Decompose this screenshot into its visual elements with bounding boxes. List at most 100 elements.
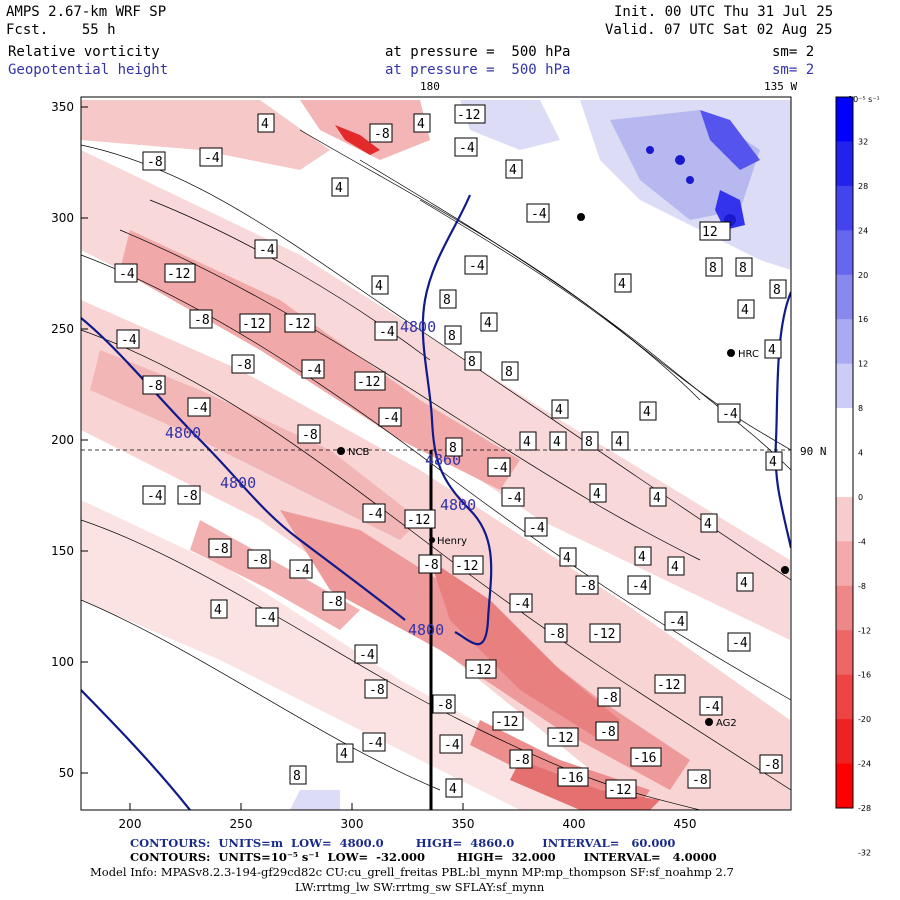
vort-label: -8: [142, 151, 166, 171]
station-marker: [577, 213, 585, 221]
svg-text:-4: -4: [704, 700, 720, 715]
vort-label: -8: [687, 769, 711, 789]
svg-text:-16: -16: [633, 751, 656, 766]
svg-text:-8: -8: [549, 627, 565, 642]
colorbar-tick-label: 12: [858, 360, 868, 369]
height-label: 4800: [440, 496, 476, 514]
colorbar-tick-label: 32: [858, 137, 868, 146]
svg-text:-8: -8: [147, 155, 163, 170]
lat-label-90n: 90 N: [800, 445, 827, 458]
colorbar-unit: 10⁻⁵ s⁻¹: [848, 95, 880, 104]
vort-label: -4: [699, 696, 723, 716]
vort-label: -8: [247, 549, 271, 569]
vort-label: -4: [627, 575, 651, 595]
vort-label: -4: [464, 255, 488, 275]
svg-text:4: 4: [214, 603, 222, 618]
vort-label: 4: [667, 556, 685, 576]
height-contours: [81, 194, 791, 810]
svg-text:4: 4: [653, 491, 661, 506]
svg-text:8: 8: [448, 329, 456, 344]
vort-label: 8: [581, 431, 599, 451]
vort-label: -4: [199, 147, 223, 167]
vort-label: -4: [524, 517, 548, 537]
vort-label: -12: [465, 659, 497, 679]
colorbar-segment: [836, 319, 853, 365]
y-tick-label: 100: [51, 655, 74, 669]
x-tick-label: 300: [341, 817, 364, 831]
colorbar-tick-label: 0: [858, 493, 863, 502]
vort-label: -4: [439, 734, 463, 754]
svg-text:4: 4: [563, 551, 571, 566]
vort-label: -16: [557, 767, 589, 787]
colorbar-tick-label: -12: [858, 626, 871, 635]
y-tick-label: 250: [51, 322, 74, 336]
lon-label-180: 180: [420, 80, 440, 93]
svg-text:8: 8: [505, 365, 513, 380]
svg-text:-4: -4: [306, 363, 322, 378]
colorbar-segment: [836, 408, 853, 453]
forecast-hour: Fcst. 55 h: [6, 22, 116, 38]
height-label: 4800: [408, 621, 444, 639]
vort-label: 8: [289, 765, 307, 785]
height-label: 4800: [165, 424, 201, 442]
vort-label: -12: [239, 313, 271, 333]
vort-label: -12: [605, 779, 637, 799]
svg-text:-4: -4: [506, 491, 522, 506]
vort-label: -12: [589, 623, 621, 643]
vort-label: -8: [231, 354, 255, 374]
vort-label: -4: [301, 359, 325, 379]
y-tick-label: 300: [51, 211, 74, 225]
colorbar-tick-label: 20: [858, 271, 868, 280]
field2-smoothing: sm= 2: [772, 62, 815, 78]
colorbar-tick-label: -28: [858, 804, 871, 813]
vort-label: -4: [362, 732, 386, 752]
vort-label: -4: [289, 559, 313, 579]
svg-text:-8: -8: [147, 379, 163, 394]
colorbar-segment: [836, 274, 853, 320]
colorbar-segment: [836, 185, 853, 231]
svg-text:12: 12: [702, 225, 718, 240]
svg-text:4: 4: [615, 435, 623, 450]
svg-text:-4: -4: [359, 648, 375, 663]
svg-text:-4: -4: [732, 636, 748, 651]
svg-text:8: 8: [709, 261, 717, 276]
svg-text:-8: -8: [580, 579, 596, 594]
svg-text:-12: -12: [407, 513, 430, 528]
svg-text:-12: -12: [495, 715, 518, 730]
x-tick-label: 450: [674, 817, 697, 831]
height-labels: 4800 4800 4800 4800 4860 4800: [165, 318, 476, 639]
vort-label: -4: [374, 321, 398, 341]
vort-label: 4: [331, 177, 349, 197]
colorbar: 10⁻⁵ s⁻¹ 32 28 24 20 16 12 8 4 0 -4 -8 -12 -16 -20 -24…: [835, 95, 880, 857]
vort-label: 4: [700, 513, 718, 533]
vort-label: -8: [189, 309, 213, 329]
height-label: 4800: [400, 318, 436, 336]
footer-height-contours: CONTOURS: UNITS=m LOW= 4800.0 HIGH= 4860…: [130, 836, 676, 850]
vort-label: -8: [595, 721, 619, 741]
vort-label: -8: [759, 754, 783, 774]
svg-text:-4: -4: [367, 736, 383, 751]
svg-text:-12: -12: [287, 317, 310, 332]
plot-frame: [80, 96, 792, 811]
svg-text:4: 4: [340, 747, 348, 762]
vort-label: 4: [737, 299, 755, 319]
svg-text:-16: -16: [560, 771, 583, 786]
svg-text:-4: -4: [529, 521, 545, 536]
vort-label: 4: [413, 113, 431, 133]
vort-label: -8: [297, 424, 321, 444]
svg-text:8: 8: [585, 435, 593, 450]
svg-text:4: 4: [555, 403, 563, 418]
valid-time: Valid. 07 UTC Sat 02 Aug 25: [605, 22, 833, 38]
station-label: AG2: [716, 718, 737, 729]
svg-text:-4: -4: [632, 579, 648, 594]
axis-labels: 200 250 300 350 400 450 50 100 150 200 2…: [51, 100, 696, 831]
colorbar-segment: [836, 763, 853, 809]
svg-text:4: 4: [740, 576, 748, 591]
vort-label: -12: [164, 263, 196, 283]
svg-text:-8: -8: [423, 558, 439, 573]
vort-label: -4: [254, 239, 278, 259]
vort-label: -12: [354, 371, 386, 391]
svg-text:-4: -4: [119, 267, 135, 282]
colorbar-tick-label: 8: [858, 404, 863, 413]
vort-label: 4: [257, 113, 275, 133]
